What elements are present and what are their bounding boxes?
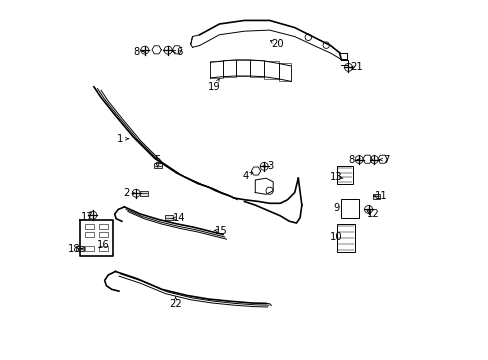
Bar <box>99 232 108 237</box>
Bar <box>278 63 290 81</box>
Bar <box>223 60 235 77</box>
Bar <box>99 224 108 229</box>
Bar <box>84 224 94 229</box>
Bar <box>99 246 108 251</box>
Bar <box>336 166 352 184</box>
Text: 5: 5 <box>154 155 161 165</box>
Bar <box>153 163 162 168</box>
Bar <box>84 246 94 251</box>
Text: 13: 13 <box>330 172 342 182</box>
Bar <box>249 60 264 77</box>
Text: 18: 18 <box>68 244 81 254</box>
Text: 8: 8 <box>133 46 139 57</box>
Text: 19: 19 <box>207 82 220 92</box>
Text: 12: 12 <box>366 209 379 219</box>
Text: 15: 15 <box>214 226 227 236</box>
Bar <box>336 224 354 252</box>
Bar <box>340 199 359 218</box>
Text: 7: 7 <box>382 154 388 165</box>
Text: 3: 3 <box>266 161 273 171</box>
Bar <box>372 194 380 199</box>
Bar <box>210 61 223 78</box>
Bar <box>165 215 173 220</box>
Text: 1: 1 <box>116 134 122 144</box>
Text: 14: 14 <box>173 213 185 223</box>
Text: 9: 9 <box>333 203 339 213</box>
Text: 16: 16 <box>96 239 109 249</box>
Text: 11: 11 <box>374 191 386 201</box>
Text: 4: 4 <box>242 171 248 181</box>
Text: 17: 17 <box>81 212 94 221</box>
Text: 6: 6 <box>176 46 182 57</box>
Text: 8: 8 <box>347 154 353 165</box>
Text: 10: 10 <box>330 232 342 242</box>
Bar <box>76 246 84 251</box>
Bar <box>235 60 249 76</box>
Text: 20: 20 <box>271 40 283 49</box>
Text: 22: 22 <box>169 299 182 309</box>
Text: 21: 21 <box>349 62 362 72</box>
Bar <box>84 232 94 237</box>
Bar <box>140 191 148 196</box>
Bar <box>264 61 278 79</box>
Text: 2: 2 <box>123 188 130 198</box>
